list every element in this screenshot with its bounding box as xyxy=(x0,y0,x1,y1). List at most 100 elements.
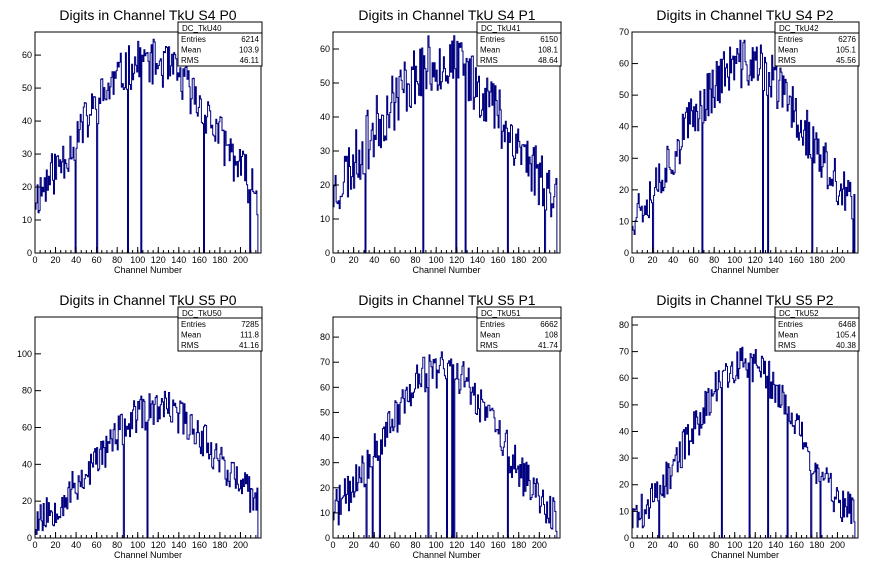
stats-box xyxy=(774,21,860,67)
x-tick-label: 20 xyxy=(51,540,61,550)
stats-box xyxy=(177,21,263,67)
stats-label-rms: RMS xyxy=(778,341,796,350)
x-tick-label: 20 xyxy=(51,255,61,265)
x-tick-label: 120 xyxy=(449,255,464,265)
histogram-line xyxy=(34,390,259,539)
x-tick-label: 100 xyxy=(727,540,742,550)
stats-label-entries: Entries xyxy=(480,35,505,44)
stats-label-mean: Mean xyxy=(181,331,201,340)
x-tick-label: 140 xyxy=(768,255,783,265)
stats-label-entries: Entries xyxy=(181,35,206,44)
stats-label-rms: RMS xyxy=(778,56,796,65)
y-tick-label: 40 xyxy=(22,459,32,469)
stats-box xyxy=(774,306,860,352)
x-tick-label: 200 xyxy=(233,255,248,265)
y-tick-label: 0 xyxy=(27,533,32,543)
y-tick-label: 80 xyxy=(320,332,330,342)
y-tick-label: 0 xyxy=(325,533,330,543)
x-tick-label: 200 xyxy=(532,540,547,550)
y-tick-label: 50 xyxy=(320,78,330,88)
y-tick-label: 70 xyxy=(619,347,629,357)
chart-title: Digits in Channel TkU S4 P2 xyxy=(656,7,833,23)
x-tick-label: 200 xyxy=(830,540,845,550)
y-tick-label: 60 xyxy=(619,59,629,69)
x-tick-label: 160 xyxy=(491,255,506,265)
x-tick-label: 180 xyxy=(511,540,526,550)
y-tick-label: 10 xyxy=(320,508,330,518)
stats-label-entries: Entries xyxy=(778,35,803,44)
x-tick-label: 80 xyxy=(709,255,719,265)
x-tick-label: 120 xyxy=(151,255,166,265)
y-tick-label: 100 xyxy=(17,349,32,359)
y-tick-label: 0 xyxy=(624,248,629,258)
y-tick-label: 70 xyxy=(320,357,330,367)
y-tick-label: 20 xyxy=(22,496,32,506)
stats-name: DC_TkU52 xyxy=(779,309,819,318)
y-tick-label: 50 xyxy=(619,400,629,410)
stats-label-mean: Mean xyxy=(778,46,798,55)
stats-label-rms: RMS xyxy=(181,341,199,350)
x-tick-label: 40 xyxy=(668,255,678,265)
y-tick-label: 10 xyxy=(320,214,330,224)
stats-value-rms: 48.64 xyxy=(538,56,559,65)
y-tick-label: 20 xyxy=(320,483,330,493)
chart-title: Digits in Channel TkU S5 P1 xyxy=(358,292,535,308)
x-tick-label: 80 xyxy=(112,540,122,550)
stats-label-mean: Mean xyxy=(181,46,201,55)
chart-title: Digits in Channel TkU S5 P2 xyxy=(656,292,833,308)
y-tick-label: 80 xyxy=(619,320,629,330)
x-tick-label: 180 xyxy=(809,540,824,550)
x-tick-label: 80 xyxy=(112,255,122,265)
x-tick-label: 80 xyxy=(411,255,421,265)
stats-box xyxy=(177,306,263,352)
y-tick-label: 50 xyxy=(619,90,629,100)
chart-title: Digits in Channel TkU S4 P0 xyxy=(59,7,236,23)
x-tick-label: 180 xyxy=(511,255,526,265)
x-axis-label: Channel Number xyxy=(711,550,779,560)
x-tick-label: 120 xyxy=(449,540,464,550)
stats-label-rms: RMS xyxy=(480,56,498,65)
x-tick-label: 60 xyxy=(390,255,400,265)
x-tick-label: 0 xyxy=(32,540,37,550)
y-tick-label: 20 xyxy=(320,180,330,190)
stats-label-mean: Mean xyxy=(480,331,500,340)
stats-value-entries: 7285 xyxy=(241,320,259,329)
stats-value-rms: 45.56 xyxy=(836,56,857,65)
x-axis-label: Channel Number xyxy=(412,265,480,275)
x-tick-label: 0 xyxy=(32,255,37,265)
stats-label-entries: Entries xyxy=(480,320,505,329)
x-tick-label: 0 xyxy=(629,540,634,550)
x-tick-label: 20 xyxy=(349,255,359,265)
stats-value-mean: 111.8 xyxy=(240,331,259,340)
x-tick-label: 140 xyxy=(470,255,485,265)
x-tick-label: 100 xyxy=(130,540,145,550)
histogram-line xyxy=(332,351,558,539)
x-tick-label: 60 xyxy=(390,540,400,550)
x-tick-label: 80 xyxy=(411,540,421,550)
y-tick-label: 30 xyxy=(320,146,330,156)
y-tick-label: 80 xyxy=(22,386,32,396)
histogram-line xyxy=(332,35,558,254)
y-tick-label: 60 xyxy=(320,382,330,392)
x-tick-label: 80 xyxy=(709,540,719,550)
x-tick-label: 160 xyxy=(789,540,804,550)
x-tick-label: 40 xyxy=(668,540,678,550)
x-tick-label: 200 xyxy=(532,255,547,265)
histogram-panel-5: Digits in Channel TkU S5 P20 20 40 60 80 100 1… xyxy=(619,292,860,560)
histogram-line xyxy=(631,346,856,539)
x-tick-label: 60 xyxy=(92,540,102,550)
y-tick-label: 50 xyxy=(22,83,32,93)
chart-title: Digits in Channel TkU S5 P0 xyxy=(59,292,236,308)
y-tick-label: 40 xyxy=(320,433,330,443)
histogram-line xyxy=(631,39,856,254)
x-tick-label: 140 xyxy=(470,540,485,550)
x-tick-label: 140 xyxy=(171,255,186,265)
y-tick-label: 40 xyxy=(22,116,32,126)
x-tick-label: 60 xyxy=(689,255,699,265)
y-tick-label: 10 xyxy=(619,216,629,226)
y-tick-label: 0 xyxy=(325,248,330,258)
y-tick-label: 50 xyxy=(320,407,330,417)
x-tick-label: 160 xyxy=(192,540,207,550)
x-axis-label: Channel Number xyxy=(114,265,182,275)
